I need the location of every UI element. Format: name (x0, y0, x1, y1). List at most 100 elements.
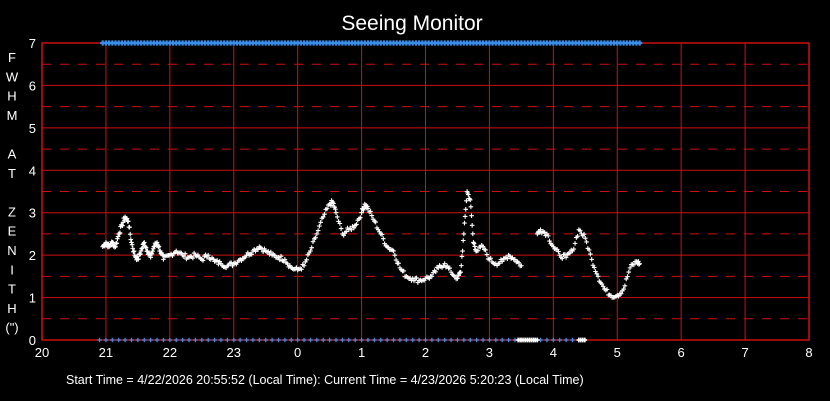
bottom-marker (372, 337, 377, 343)
bottom-marker-highlight (534, 337, 540, 343)
bottom-marker (397, 337, 403, 343)
x-tick-label: 21 (99, 345, 113, 360)
y-axis-label-letter: A (8, 147, 17, 162)
fwhm-point (324, 206, 330, 211)
bottom-marker (340, 337, 345, 343)
bottom-marker (384, 337, 390, 343)
fwhm-point (310, 239, 316, 245)
fwhm-point (140, 245, 145, 251)
bottom-marker (480, 337, 486, 343)
fwhm-point (125, 218, 131, 224)
fwhm-point (582, 235, 588, 241)
fwhm-point (595, 274, 601, 279)
y-tick-label: 1 (29, 291, 36, 306)
fwhm-point (369, 213, 375, 218)
y-axis-label-letter: W (6, 69, 19, 84)
fwhm-point (349, 227, 354, 233)
fwhm-point (621, 286, 626, 292)
fwhm-point (459, 254, 465, 259)
bottom-marker (174, 337, 179, 343)
fwhm-point (505, 256, 510, 261)
fwhm-point (320, 214, 326, 220)
fwhm-point (586, 247, 592, 253)
fwhm-point (190, 255, 196, 261)
bottom-marker (321, 337, 326, 343)
bottom-marker (551, 337, 556, 343)
bottom-marker (231, 337, 236, 343)
fwhm-point (435, 265, 441, 271)
fwhm-point (497, 260, 502, 266)
fwhm-point (622, 283, 628, 289)
bottom-marker (199, 337, 204, 343)
bottom-marker (237, 337, 243, 343)
fwhm-point (507, 253, 513, 259)
fwhm-point (156, 244, 161, 250)
fwhm-point (343, 229, 349, 234)
fwhm-point (337, 221, 343, 226)
bottom-marker (391, 337, 396, 343)
fwhm-point (282, 257, 288, 262)
bottom-marker (544, 337, 550, 343)
fwhm-point (276, 254, 281, 260)
fwhm-point (472, 244, 478, 249)
x-tick-label: 3 (486, 345, 493, 360)
fwhm-point (150, 248, 155, 254)
fwhm-point (442, 261, 447, 266)
fwhm-point (577, 228, 583, 234)
bottom-marker (506, 337, 511, 343)
fwhm-point (538, 227, 543, 232)
bottom-marker (410, 337, 415, 343)
fwhm-point (134, 254, 140, 259)
y-axis-label-letter: N (7, 243, 16, 258)
x-tick-label: 6 (678, 345, 685, 360)
fwhm-point (299, 267, 304, 272)
fwhm-point (128, 237, 134, 242)
y-axis-label-letter: H (7, 301, 16, 316)
fwhm-point (572, 241, 578, 246)
fwhm-point (545, 233, 551, 239)
y-tick-label: 5 (29, 121, 36, 136)
bottom-marker (116, 337, 121, 343)
fwhm-point (448, 269, 454, 275)
bottom-marker (455, 337, 460, 343)
fwhm-point (149, 251, 155, 257)
fwhm-point (358, 215, 363, 220)
chart-title: Seeing Monitor (341, 12, 482, 35)
y-tick-label: 2 (29, 248, 36, 263)
fwhm-point (205, 252, 211, 258)
bottom-marker (474, 337, 479, 343)
x-tick-label: 7 (741, 345, 748, 360)
fwhm-point (268, 249, 274, 255)
fwhm-point (110, 240, 116, 245)
fwhm-point (253, 249, 258, 254)
fwhm-point (309, 245, 315, 251)
fwhm-point (114, 241, 120, 246)
bottom-marker (97, 337, 102, 343)
fwhm-point (401, 268, 407, 274)
fwhm-point (333, 210, 339, 216)
fwhm-point (462, 220, 467, 226)
fwhm-point (563, 254, 569, 260)
bottom-marker (493, 337, 499, 343)
fwhm-point (559, 256, 565, 261)
fwhm-point (182, 251, 188, 256)
fwhm-point (593, 269, 598, 274)
fwhm-point (141, 241, 146, 246)
fwhm-point (315, 228, 321, 233)
x-tick-label: 1 (358, 345, 365, 360)
fwhm-point (154, 240, 160, 245)
fwhm-point (117, 230, 123, 236)
fwhm-point (129, 242, 135, 248)
bottom-marker (135, 337, 141, 343)
fwhm-point (138, 248, 144, 254)
fwhm-point (458, 263, 464, 268)
x-tick-label: 5 (614, 345, 621, 360)
fwhm-point (591, 265, 597, 270)
fwhm-point (461, 231, 467, 237)
bottom-marker (346, 337, 351, 343)
footer-time-info: Start Time = 4/22/2026 20:55:52 (Local T… (66, 373, 584, 387)
bottom-marker (142, 337, 147, 343)
fwhm-point (444, 263, 450, 269)
fwhm-point (618, 291, 624, 296)
fwhm-point (245, 250, 251, 256)
